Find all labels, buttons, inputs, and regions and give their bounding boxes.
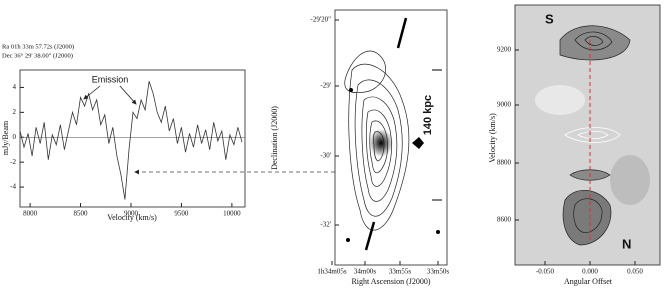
y-tick-label: -32' bbox=[320, 221, 331, 229]
y-tick-label: -4 bbox=[10, 183, 16, 191]
spectrum-frame bbox=[19, 69, 246, 208]
y-tick-label: 9200 bbox=[497, 46, 512, 54]
y-tick-label: 0 bbox=[13, 133, 17, 141]
label-s: S bbox=[545, 11, 554, 26]
x-tick-label: 34m00s bbox=[354, 268, 376, 276]
pv-contours bbox=[535, 25, 650, 246]
y-axis-label: mJy/Beam bbox=[1, 120, 10, 155]
x-tick-label: -0.050 bbox=[536, 268, 555, 276]
label-n: N bbox=[622, 236, 631, 251]
x-tick-label: 9000 bbox=[124, 210, 139, 218]
scale-label: 140 kpc bbox=[422, 95, 434, 135]
y-tick-label: 2 bbox=[13, 108, 17, 116]
spectrum-line bbox=[19, 81, 243, 200]
x-tick-label: 0.050 bbox=[627, 268, 643, 276]
x-axis-label: Right Ascension (J2000) bbox=[351, 277, 430, 286]
contours bbox=[344, 17, 442, 251]
x-axis-label: Angular Offset bbox=[564, 277, 613, 286]
x-tick-label: 9500 bbox=[174, 210, 189, 218]
x-tick-label: 33m50s bbox=[427, 268, 449, 276]
y-tick-label: -29'20" bbox=[311, 16, 332, 24]
y-axis-label: Velocity (km/s) bbox=[488, 113, 497, 163]
y-tick-label: -30' bbox=[320, 152, 331, 160]
y-tick-label: 4 bbox=[13, 83, 17, 91]
x-tick-label: 10000 bbox=[223, 210, 241, 218]
x-tick-label: 1h34m05s bbox=[317, 268, 346, 276]
header-dec: Dec 36° 29' 38.00" (J2000) bbox=[2, 52, 73, 59]
arrow bbox=[83, 85, 101, 100]
y-tick-label: 8800 bbox=[497, 159, 512, 167]
x-tick-label: 8000 bbox=[23, 210, 38, 218]
map-frame bbox=[334, 9, 448, 266]
y-tick-label: 9000 bbox=[497, 101, 512, 109]
x-tick-label: 33m55s bbox=[389, 268, 411, 276]
emission-label: Emission bbox=[92, 74, 129, 84]
header-ra: Ra 01h 33m 57.72s (J2000) bbox=[2, 43, 74, 50]
x-axis-label: Velocity (km/s) bbox=[107, 213, 157, 222]
arrow bbox=[119, 85, 137, 105]
y-tick-label: -2 bbox=[10, 158, 16, 166]
x-tick-label: 8500 bbox=[74, 210, 89, 218]
y-tick-label: -29' bbox=[320, 82, 331, 90]
x-tick-label: 0.000 bbox=[582, 268, 598, 276]
pv-frame bbox=[514, 4, 661, 266]
y-tick-label: 8600 bbox=[497, 216, 512, 224]
y-axis-label: Declination (J2000) bbox=[270, 106, 279, 170]
